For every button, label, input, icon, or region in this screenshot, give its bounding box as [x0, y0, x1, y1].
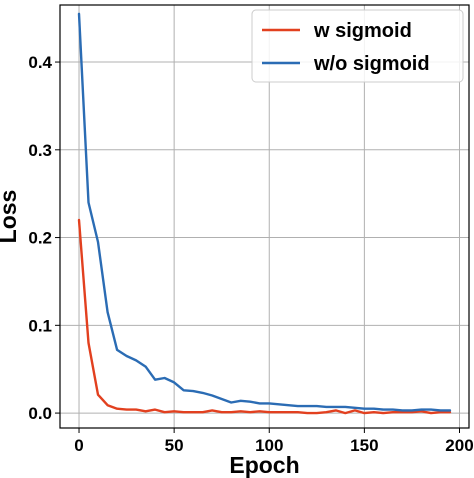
legend: w sigmoid w/o sigmoid — [251, 9, 464, 83]
legend-label: w/o sigmoid — [313, 53, 430, 75]
y-tick-label: 0.2 — [28, 229, 52, 248]
legend-label: w sigmoid — [313, 20, 412, 42]
ticks: 0 50 100 150 200 0.0 0.1 0.2 0.3 0.4 — [28, 53, 473, 455]
x-tick-label: 50 — [165, 436, 184, 455]
y-tick-label: 0.3 — [28, 141, 52, 160]
x-tick-label: 0 — [74, 436, 83, 455]
y-axis-label: Loss — [0, 190, 21, 244]
series-lines — [77, 12, 452, 415]
x-tick-label: 100 — [255, 436, 283, 455]
x-axis-label: Epoch — [229, 452, 299, 478]
y-tick-label: 0.0 — [28, 404, 52, 423]
y-tick-label: 0.4 — [28, 53, 52, 72]
y-tick-label: 0.1 — [28, 316, 52, 335]
legend-box — [251, 9, 464, 83]
x-tick-label: 150 — [350, 436, 378, 455]
series-line-wo-sigmoid — [77, 12, 452, 412]
x-tick-label: 200 — [445, 436, 473, 455]
plot-frame — [59, 4, 470, 429]
series-line-w-sigmoid — [77, 218, 452, 415]
